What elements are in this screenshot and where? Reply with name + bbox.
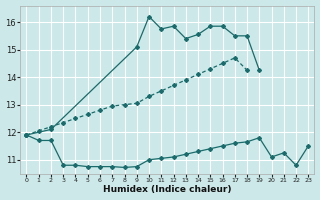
X-axis label: Humidex (Indice chaleur): Humidex (Indice chaleur) [103, 185, 232, 194]
